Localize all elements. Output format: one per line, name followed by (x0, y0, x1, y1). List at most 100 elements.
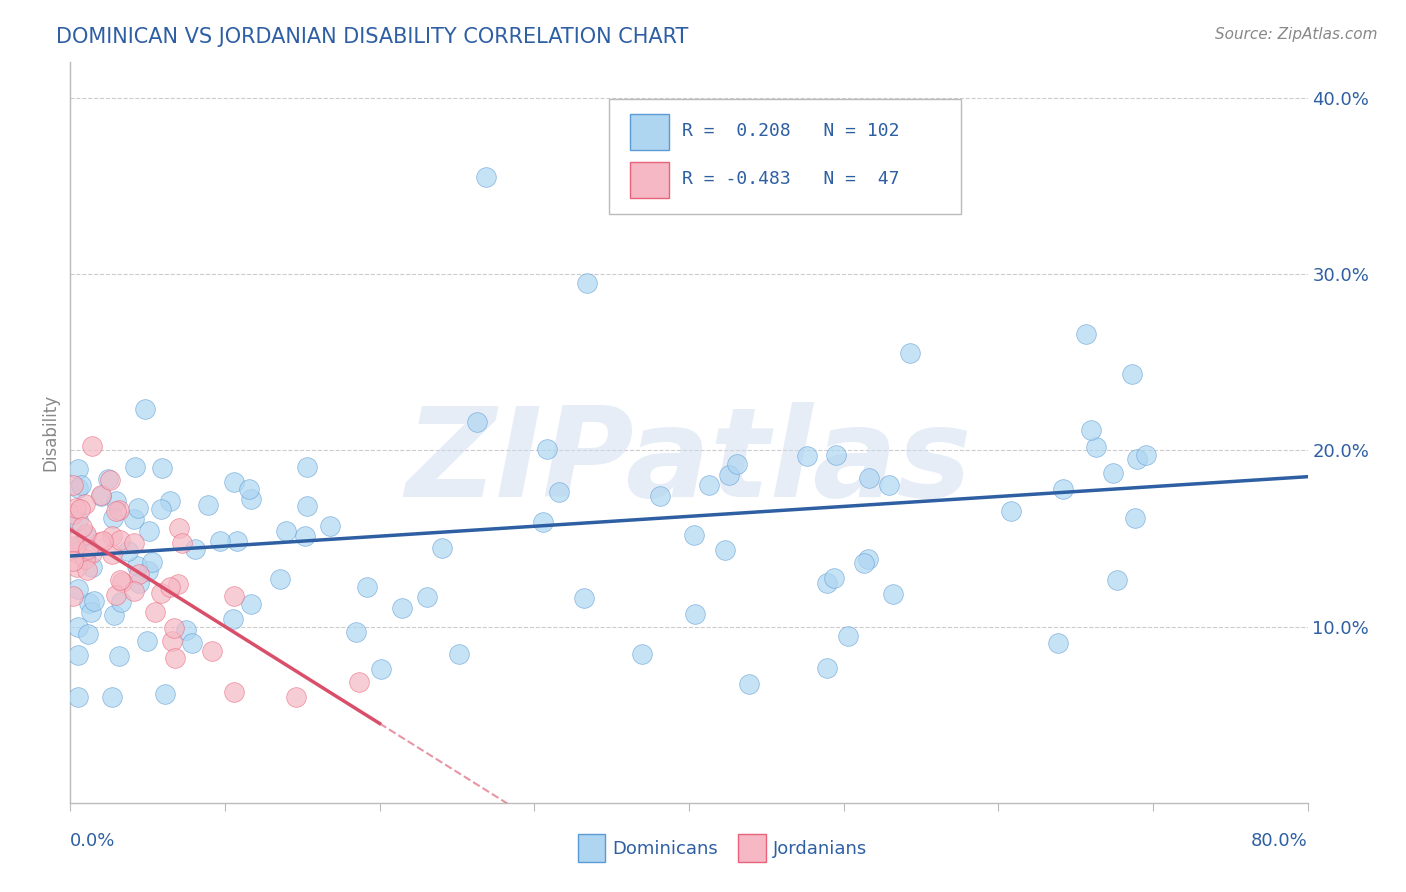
FancyBboxPatch shape (609, 99, 962, 214)
Point (153, 687, 176, 701)
Point (536, 442, 558, 457)
Point (853, 556, 876, 570)
Point (105, 588, 128, 602)
Point (817, 661, 839, 675)
Bar (630, 114, 669, 150)
Point (80, 605, 103, 619)
Point (856, 552, 879, 566)
Point (124, 583, 146, 598)
Point (90, 488, 112, 502)
Point (150, 502, 173, 516)
Point (62, 507, 84, 521)
Point (138, 524, 160, 538)
Point (91, 533, 114, 548)
Point (143, 605, 166, 619)
Point (76, 563, 98, 577)
Point (285, 690, 308, 704)
Point (122, 512, 145, 526)
Point (823, 571, 845, 585)
Point (1125, 452, 1147, 467)
Point (128, 567, 150, 582)
Point (67, 513, 90, 527)
Text: R =  0.208   N = 102: R = 0.208 N = 102 (682, 122, 898, 140)
Point (77, 541, 100, 556)
Point (837, 628, 859, 642)
Point (136, 633, 159, 648)
Point (201, 644, 224, 658)
Point (162, 634, 184, 648)
Point (238, 483, 260, 497)
Point (344, 624, 367, 639)
Point (136, 564, 159, 578)
Point (1074, 326, 1097, 341)
Point (80, 439, 103, 453)
Point (163, 621, 186, 635)
Point (347, 674, 370, 689)
Point (150, 461, 173, 475)
Y-axis label: Disability: Disability (41, 394, 59, 471)
Point (90, 489, 112, 503)
Point (75, 527, 97, 541)
Point (111, 574, 134, 589)
Point (1107, 573, 1129, 587)
Bar (738, 834, 766, 862)
Point (430, 541, 453, 555)
Point (222, 475, 245, 489)
Point (297, 499, 319, 513)
Point (718, 468, 741, 483)
Point (1102, 466, 1125, 480)
Point (103, 608, 125, 623)
Point (1135, 448, 1157, 462)
Text: Dominicans: Dominicans (612, 839, 718, 858)
Point (70, 519, 93, 533)
Point (575, 276, 598, 290)
Point (297, 460, 319, 475)
Point (725, 457, 748, 471)
Point (882, 587, 904, 601)
Point (167, 521, 190, 535)
Point (98, 474, 121, 488)
Point (65, 539, 87, 553)
Point (67, 648, 90, 663)
Point (97, 472, 120, 486)
Point (356, 580, 378, 594)
Point (319, 519, 342, 533)
Point (122, 536, 145, 550)
Point (134, 402, 156, 417)
Point (738, 677, 761, 691)
Point (159, 494, 181, 508)
Point (815, 575, 838, 590)
Point (209, 533, 232, 548)
Point (1000, 504, 1022, 518)
Point (222, 589, 245, 603)
Point (150, 586, 173, 600)
Point (73, 497, 96, 511)
Point (100, 690, 122, 704)
Point (240, 491, 263, 506)
Text: Source: ZipAtlas.com: Source: ZipAtlas.com (1215, 27, 1378, 42)
Point (77, 626, 100, 640)
Point (67, 690, 90, 704)
Point (697, 478, 720, 492)
Point (1046, 636, 1069, 650)
Point (370, 662, 392, 676)
Bar (630, 162, 669, 198)
Point (650, 489, 672, 503)
Point (67, 462, 90, 476)
Point (69, 502, 91, 516)
Point (128, 575, 150, 590)
Point (170, 535, 193, 549)
Point (631, 648, 654, 662)
Point (391, 601, 413, 615)
Text: ZIPatlas: ZIPatlas (406, 401, 972, 523)
Point (65, 500, 87, 515)
Point (548, 485, 571, 500)
Point (683, 607, 706, 621)
Point (1052, 482, 1074, 496)
Point (65, 559, 87, 574)
Point (105, 504, 128, 518)
Point (475, 169, 498, 184)
Text: 80.0%: 80.0% (1251, 832, 1308, 850)
Point (67, 582, 90, 597)
Point (105, 494, 128, 508)
